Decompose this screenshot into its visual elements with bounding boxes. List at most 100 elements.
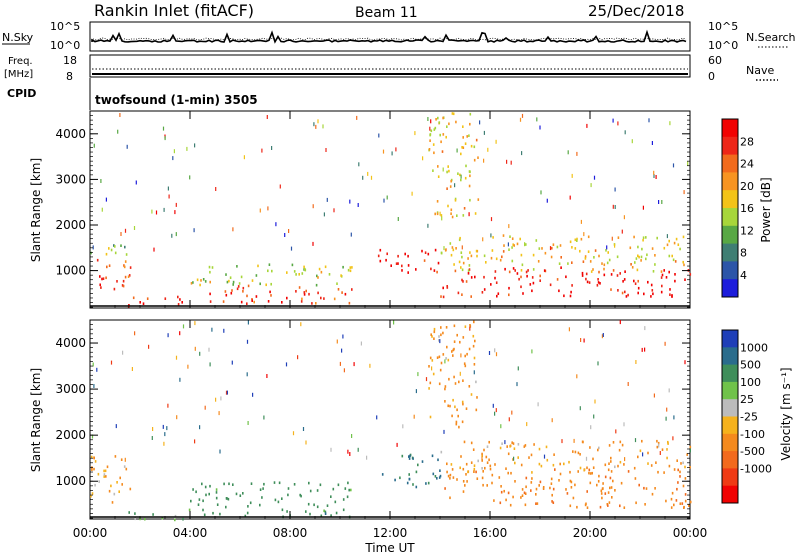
data-point (441, 216, 443, 221)
data-point (309, 512, 311, 516)
data-point (460, 174, 462, 179)
data-point (447, 474, 450, 478)
data-point (134, 517, 136, 521)
data-point (644, 503, 646, 506)
data-point (265, 283, 267, 287)
data-point (134, 512, 136, 515)
data-point (669, 293, 671, 296)
data-point (442, 353, 445, 356)
colorbar-swatch (722, 364, 738, 383)
data-point (516, 382, 518, 387)
data-point (462, 379, 464, 382)
colorbar-swatch (722, 261, 738, 280)
y-tick-label: 1000 (55, 474, 86, 488)
data-point (520, 253, 523, 257)
data-point (454, 382, 457, 385)
data-point (186, 146, 188, 151)
data-point (651, 247, 654, 250)
data-point (436, 200, 439, 203)
data-point (298, 273, 300, 276)
freq-tick-bottom: 8 (66, 70, 73, 83)
data-point (532, 253, 535, 257)
data-point (482, 237, 484, 242)
data-point (588, 471, 590, 475)
data-point (219, 512, 221, 516)
data-point (236, 287, 239, 291)
data-point (634, 282, 637, 285)
data-point (559, 244, 562, 247)
data-point (351, 266, 353, 269)
colorbar-frame (721, 118, 739, 298)
data-point (439, 469, 441, 472)
data-point (452, 248, 455, 252)
data-point (342, 508, 345, 512)
data-point (464, 325, 467, 328)
data-point (235, 492, 238, 496)
data-point (508, 248, 510, 251)
colorbar-tick-label: 12 (740, 224, 754, 237)
data-point (617, 464, 619, 468)
data-point (494, 411, 496, 416)
data-point (305, 510, 307, 513)
data-point (514, 461, 516, 465)
data-point (477, 198, 480, 201)
data-point (468, 170, 471, 173)
data-point (101, 277, 103, 281)
data-point (469, 112, 472, 116)
data-point (627, 293, 629, 297)
data-point (530, 489, 532, 492)
data-point (286, 271, 288, 274)
data-point (473, 370, 475, 375)
data-point (490, 256, 493, 260)
data-point (278, 481, 281, 485)
data-point (313, 122, 315, 127)
data-point (461, 245, 463, 250)
data-point (668, 239, 670, 243)
data-point (422, 156, 424, 161)
data-point (612, 118, 614, 123)
data-point (504, 440, 506, 445)
data-point (623, 278, 626, 281)
data-point (366, 455, 368, 460)
data-point (446, 470, 448, 474)
data-point (588, 468, 591, 472)
data-point (667, 442, 669, 445)
data-point (539, 279, 541, 282)
data-point (571, 173, 573, 178)
data-point (215, 488, 218, 491)
data-point (237, 285, 240, 288)
data-point (624, 130, 626, 135)
data-point (550, 255, 553, 259)
data-point (682, 260, 684, 264)
data-point (455, 420, 458, 424)
data-point (204, 485, 207, 489)
data-point (311, 302, 313, 305)
data-point (349, 199, 351, 204)
data-point (251, 298, 253, 301)
data-point (494, 276, 496, 280)
data-point (519, 117, 522, 122)
data-point (631, 266, 634, 269)
data-point (290, 246, 293, 251)
data-point (511, 259, 514, 263)
data-point (291, 263, 294, 267)
data-point (168, 194, 170, 199)
data-point (664, 341, 666, 346)
data-point (644, 347, 646, 352)
data-point (584, 255, 587, 258)
data-point (462, 480, 465, 483)
data-point (503, 489, 505, 493)
data-point (200, 279, 202, 282)
data-point (491, 249, 494, 252)
data-point (488, 440, 490, 444)
data-point (439, 368, 442, 372)
data-point (339, 361, 341, 366)
data-point (411, 191, 413, 196)
data-point (190, 499, 192, 503)
data-point (514, 480, 516, 483)
data-point (189, 175, 191, 180)
data-point (645, 236, 647, 239)
data-point (275, 222, 277, 227)
data-point (586, 123, 588, 128)
data-point (401, 454, 404, 458)
